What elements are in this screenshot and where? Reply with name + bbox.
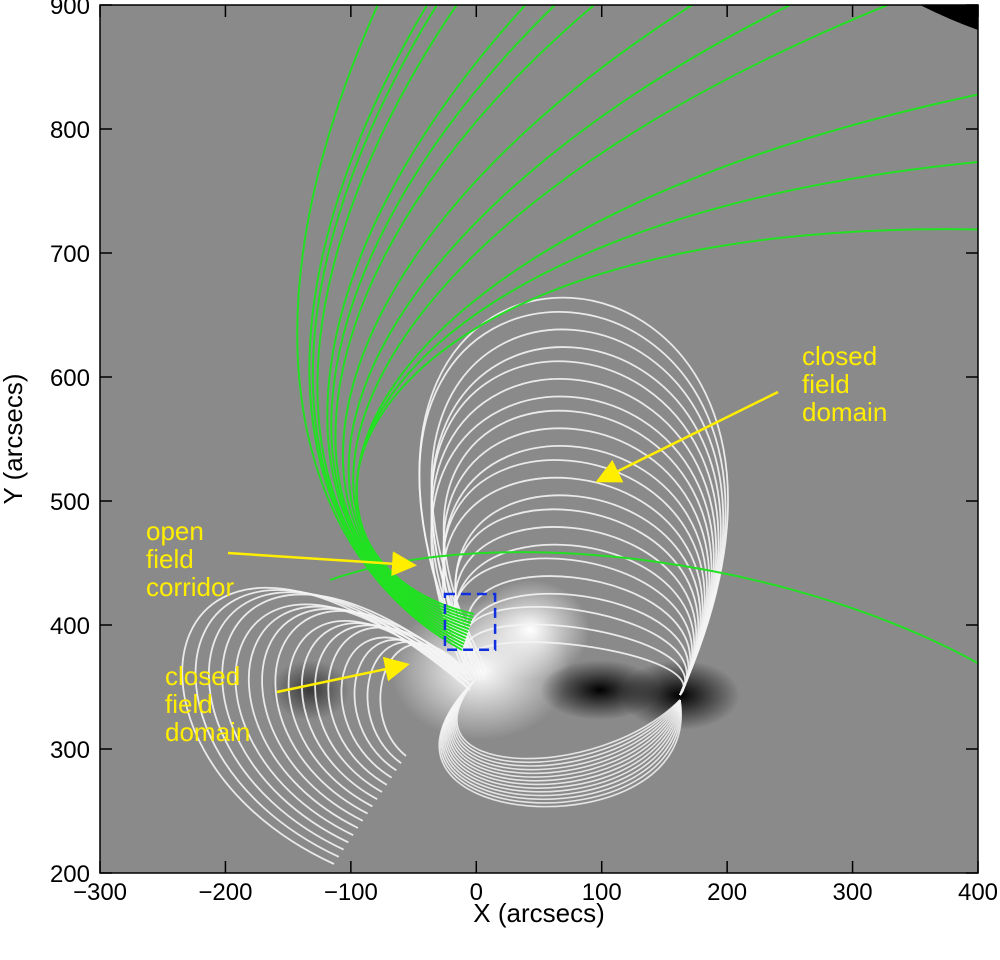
closed-field-line [456, 679, 681, 760]
closed-field-line [453, 679, 681, 767]
annotations: closedfielddomainopenfieldcorridorclosed… [146, 341, 887, 747]
closed-field-line [449, 679, 681, 778]
closed-field-line [438, 679, 682, 808]
annotation-text: open [146, 516, 204, 546]
closed-field-line [445, 679, 681, 789]
annotation-arrow [595, 390, 779, 483]
y-tick-label: 500 [50, 489, 90, 516]
closed-field-line [221, 593, 471, 844]
closed-field-line [261, 608, 471, 822]
closed-field-line [452, 679, 681, 771]
y-axis-label: Y (arcsecs) [0, 374, 28, 505]
closed-field-line [446, 679, 681, 786]
closed-field-line [447, 679, 681, 782]
y-tick-label: 900 [50, 0, 90, 20]
closed-field-line [430, 328, 725, 696]
open-field-line [326, 5, 527, 639]
annotation-text: domain [802, 397, 887, 427]
open-field-line [316, 5, 466, 642]
x-tick-label: −300 [73, 879, 127, 906]
x-tick-label: 200 [707, 879, 747, 906]
closed-field-line [418, 296, 729, 696]
closed-field-line [340, 636, 471, 779]
annotation-text: corridor [146, 572, 234, 602]
annotation-text: field [146, 544, 194, 574]
positive-polarity [470, 580, 590, 680]
annotation-arrow [276, 656, 410, 694]
open-field-line [311, 5, 465, 645]
annotation-arrow [227, 551, 417, 577]
x-tick-label: 0 [470, 879, 483, 906]
open-field-line [347, 5, 793, 627]
closed-field-line [208, 591, 471, 851]
closed-field-line [443, 679, 681, 793]
y-tick-label: 800 [50, 117, 90, 144]
closed-field-line [442, 409, 713, 696]
open-field-line [342, 5, 695, 630]
closed-field-line [181, 586, 471, 865]
x-tick-label: −200 [198, 879, 252, 906]
annotation-text: closed [802, 341, 877, 371]
closed-field-line [442, 679, 681, 797]
closed-field-line [454, 494, 702, 696]
y-tick-label: 400 [50, 613, 90, 640]
y-tick-label: 700 [50, 241, 90, 268]
closed-field-line [439, 679, 682, 804]
axes: −300 −200 −100 0 100 200 300 400 200 300 400 500 600… [50, 0, 998, 906]
open-field-line [352, 5, 891, 624]
closed-field-line [234, 603, 471, 837]
open-field-line [296, 5, 463, 651]
annotation-text: domain [165, 717, 250, 747]
closed-field-line [248, 605, 471, 829]
open-field-line [308, 5, 464, 648]
x-tick-label: −100 [324, 879, 378, 906]
x-tick-label: 400 [958, 879, 998, 906]
x-axis-label: X (arcsecs) [473, 898, 604, 928]
closed-field-line [450, 679, 681, 775]
closed-field-line [455, 679, 681, 764]
plot-image [100, 5, 978, 873]
region-box [443, 592, 497, 652]
y-tick-label: 300 [50, 737, 90, 764]
limb [920, 5, 978, 30]
annotation-text: field [802, 369, 850, 399]
open-field-line [334, 5, 596, 633]
closed-field-line [441, 679, 681, 800]
negative-polarity [540, 660, 660, 720]
y-tick-label: 600 [50, 365, 90, 392]
plot-frame [99, 4, 979, 874]
annotation-text: closed [165, 661, 240, 691]
closed-field-line [194, 589, 471, 858]
closed-field-line [274, 610, 471, 815]
x-tick-label: 300 [833, 879, 873, 906]
annotation-text: field [165, 689, 213, 719]
x-tick-label: 100 [582, 879, 622, 906]
y-tick-label: 200 [50, 861, 90, 888]
open-field-line [330, 5, 557, 636]
